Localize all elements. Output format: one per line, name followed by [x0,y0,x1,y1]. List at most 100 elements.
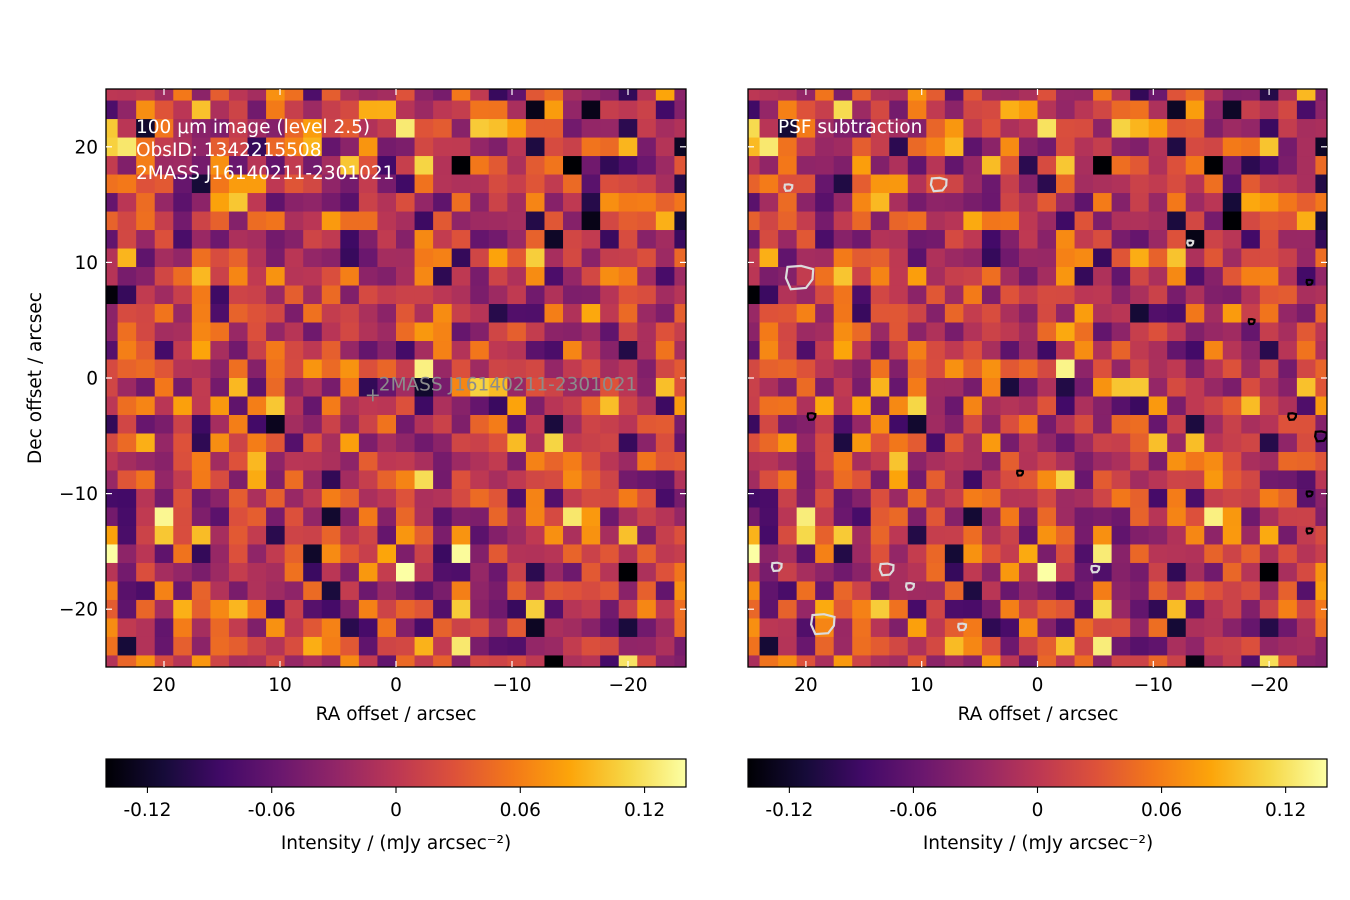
left-pixel-cell [563,304,583,324]
left-pixel-cell [414,544,434,564]
right-pixel-cell [889,341,909,361]
left-pixel-cell [191,248,211,268]
right-pixel-cell [926,285,946,305]
right-pixel-cell [748,156,761,176]
right-pixel-cell [889,267,909,287]
right-pixel-cell [833,304,853,324]
right-pixel-cell [1204,581,1224,601]
right-pixel-cell [748,267,761,287]
left-pixel-cell [154,451,174,472]
left-pixel-cell [228,544,249,564]
right-pixel-cell [1241,433,1261,453]
right-x-tick-label: 20 [794,675,818,696]
right-pixel-cell [759,544,779,564]
left-pixel-cell [340,119,360,139]
left-pixel-cell [544,414,564,435]
left-pixel-cell [637,581,657,601]
left-pixel-cell [247,248,267,268]
right-pixel-cell [907,378,927,398]
left-pixel-cell [581,433,601,453]
left-pixel-cell [563,211,583,231]
left-y-tick-label: −10 [59,484,98,505]
right-pixel-cell [759,100,779,120]
left-pixel-cell [117,433,137,453]
right-pixel-cell [1278,562,1298,583]
left-pixel-cell [396,655,416,667]
right-pixel-cell [1185,525,1205,546]
left-panel: 2MASS J16140211-2301021 20 10 0 −10 −2020100… [25,88,687,725]
left-pixel-cell [377,655,397,667]
left-pixel-cell [321,599,341,620]
left-pixel-cell [488,359,508,379]
right-pixel-cell [1037,414,1057,435]
right-pixel-cell [1074,304,1094,324]
left-pixel-cell [377,396,397,416]
left-pixel-cell [396,193,416,213]
left-pixel-cell [655,230,675,250]
right-pixel-cell [1185,174,1205,194]
right-pixel-cell [926,304,946,324]
right-pixel-cell [1093,433,1113,453]
right-pixel-cell [1056,599,1076,620]
left-pixel-cell [544,636,564,657]
left-pixel-cell [321,396,341,416]
left-pixel-cell [451,433,471,453]
left-pixel-cell [284,230,304,250]
right-pixel-cell [748,525,761,546]
right-pixel-cell [870,507,890,527]
left-pixel-cell [284,414,304,435]
right-pixel-cell [1222,137,1242,157]
left-pixel-cell [191,285,211,305]
left-pixel-cell [173,174,193,194]
left-pixel-cell [266,618,286,638]
left-pixel-cell [581,378,601,398]
right-pixel-cell [907,230,927,250]
left-pixel-cell [247,137,267,157]
left-pixel-cell [470,230,490,250]
right-pixel-cell [759,451,779,472]
left-pixel-cell [581,581,601,601]
right-pixel-cell [796,451,816,472]
right-pixel-cell [1278,211,1298,231]
right-pixel-cell [963,156,983,176]
right-pixel-cell [833,89,853,102]
left-pixel-cell [377,470,397,490]
right-pixel-cell [1074,285,1094,305]
right-pixel-cell [759,562,779,583]
left-pixel-cell [470,599,490,620]
left-pixel-cell [340,359,360,379]
left-pixel-cell [210,470,230,490]
right-pixel-cell [1111,156,1131,176]
left-pixel-cell [321,248,341,268]
left-pixel-cell [106,341,119,361]
right-pixel-cell [1296,414,1317,435]
right-pixel-cell [1111,507,1131,527]
right-pixel-cell [1056,230,1076,250]
left-pixel-cell [433,618,453,638]
right-pixel-cell [889,636,909,657]
right-pixel-cell [748,322,761,342]
right-pixel-cell [944,267,964,287]
right-pixel-cell [1167,89,1187,102]
right-pixel-cell [981,341,1002,361]
left-pixel-cell [581,211,601,231]
left-pixel-cell [136,100,156,120]
right-pixel-cell [1130,119,1150,139]
right-pixel-cell [870,89,890,102]
left-pixel-cell [544,322,564,342]
right-pixel-cell [1185,451,1205,472]
left-pixel-cell [284,285,304,305]
left-pixel-cell [358,359,379,379]
right-pixel-cell [796,89,816,102]
right-pixel-cell [944,655,964,667]
right-pixel-cell [1148,322,1168,342]
left-pixel-cell [433,174,453,194]
right-pixel-cell [944,525,964,546]
right-pixel-cell [889,100,909,120]
right-pixel-cell [944,230,964,250]
right-pixel-cell [1000,174,1020,194]
left-pixel-cell [247,433,267,453]
right-pixel-cell [1259,248,1279,268]
right-pixel-cell [1241,581,1261,601]
right-pixel-cell [1093,414,1113,435]
